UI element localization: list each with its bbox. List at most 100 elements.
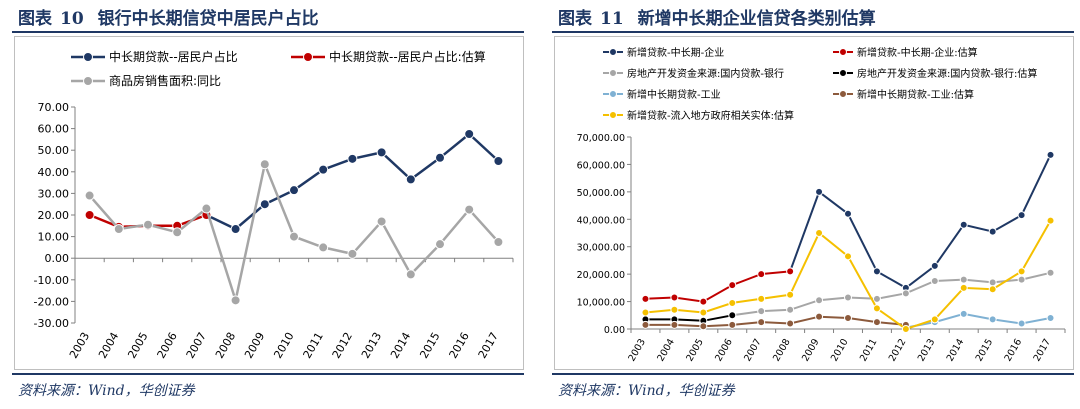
x-tick-label: 2003	[67, 330, 92, 361]
data-point	[376, 147, 387, 158]
legend-label: 新增贷款-中长期-企业	[627, 46, 724, 59]
y-tick-label: 30.00	[38, 187, 70, 200]
legend-marker	[609, 48, 617, 56]
figure-10-title: 图表 10 银行中长期信贷中居民户占比	[18, 4, 319, 29]
data-point	[844, 252, 852, 261]
figure-label: 图表	[18, 9, 52, 29]
x-tick-label: 2007	[742, 337, 764, 363]
y-tick-label: -30.00	[34, 317, 69, 330]
x-tick-label: 2014	[945, 337, 967, 363]
x-tick-label: 2016	[447, 330, 472, 361]
right-figure-panel: 图表 11 新增中长期企业信贷各类别估算 70,000.00 60,000.00 50,…	[540, 0, 1080, 409]
data-point	[959, 309, 968, 318]
x-tick-label: 2017	[1032, 337, 1054, 363]
data-point	[872, 304, 881, 313]
x-tick-label: 2008	[213, 330, 238, 361]
legend-marker	[609, 111, 617, 119]
y-tick-label: 60.00	[38, 123, 70, 136]
y-tick-label: 30,000.00	[577, 243, 625, 254]
x-tick-label: 2010	[271, 330, 296, 361]
y-tick-label: 40.00	[38, 166, 70, 179]
data-point	[143, 219, 153, 230]
legend-label: 新增中长期贷款-工业:估算	[857, 88, 974, 101]
data-point	[641, 320, 650, 329]
legend-marker	[83, 76, 93, 86]
y-tick-label: 0.00	[45, 252, 70, 265]
x-tick-label: 2009	[800, 337, 822, 363]
data-point	[930, 315, 939, 324]
data-point	[435, 239, 445, 250]
data-point	[988, 227, 997, 236]
x-tick-label: 2011	[858, 337, 880, 363]
y-tick-label: 70.00	[38, 101, 70, 114]
data-point	[405, 174, 416, 185]
series-line	[645, 315, 906, 328]
data-point	[289, 185, 299, 196]
y-tick-label: -10.00	[34, 274, 69, 287]
legend-label: 商品房销售面积:同比	[109, 73, 221, 88]
y-tick-label: 70,000.00	[577, 133, 625, 144]
y-tick-label: 10,000.00	[577, 298, 625, 309]
data-point	[872, 294, 881, 303]
figure-title-text: 银行中长期信贷中居民户占比	[97, 9, 319, 29]
data-point	[464, 204, 475, 215]
legend-label: 房地产开发资金来源:国内贷款-银行	[627, 67, 784, 80]
x-tick-label: 2009	[242, 330, 267, 361]
data-point	[84, 190, 95, 201]
data-point	[815, 312, 824, 321]
data-point	[1046, 268, 1055, 277]
series-line	[645, 270, 791, 303]
data-point	[815, 229, 824, 237]
data-point	[405, 269, 416, 280]
data-point	[988, 315, 997, 324]
data-point	[728, 298, 737, 307]
data-point	[464, 129, 475, 139]
data-point	[1046, 216, 1055, 225]
data-point	[493, 156, 504, 166]
data-point	[699, 322, 708, 331]
data-point	[959, 275, 968, 284]
data-point	[493, 237, 504, 247]
figure-title-text: 新增中长期企业信贷各类别估算	[637, 9, 876, 29]
legend-label: 新增贷款-中长期-企业:估算	[857, 46, 978, 59]
figure-label: 图表	[558, 9, 592, 29]
data-point	[728, 320, 737, 329]
data-point	[844, 293, 852, 302]
x-tick-label: 2012	[887, 337, 909, 363]
figure-11-title: 图表 11 新增中长期企业信贷各类别估算	[558, 4, 876, 29]
legend-label: 房地产开发资金来源:国内贷款-银行:估算	[857, 67, 1037, 80]
chart-frame: 70,000.00 60,000.00 50,000.00 40,000.00 30,0…	[554, 36, 1074, 370]
left-figure-panel: 图表 10 银行中长期信贷中居民户占比 70.00 60.00 50.00 40.00 30…	[0, 0, 530, 409]
legend-label: 新增贷款-流入地方政府相关实体:估算	[627, 109, 794, 122]
source-note: 资料来源：Wind，华创证券	[558, 383, 735, 399]
data-point	[786, 319, 795, 328]
series-line	[732, 271, 1051, 317]
legend-marker	[609, 69, 617, 77]
x-tick-label: 2012	[330, 330, 355, 361]
bottom-rule	[552, 373, 1074, 375]
data-point	[815, 187, 824, 196]
y-tick-label: 20.00	[38, 209, 70, 222]
data-point	[230, 224, 241, 235]
legend-marker	[839, 48, 847, 56]
data-point	[1046, 314, 1055, 323]
title-rule	[12, 31, 524, 33]
data-point	[318, 164, 329, 175]
data-point	[959, 220, 968, 229]
data-point	[289, 231, 299, 242]
chart-corporate-credit: 70,000.00 60,000.00 50,000.00 40,000.00 30,0…	[577, 46, 1066, 363]
legend-marker	[839, 69, 847, 77]
data-point	[1017, 319, 1026, 328]
data-point	[757, 294, 766, 303]
series-line	[905, 312, 1051, 329]
y-tick-label: -20.00	[34, 295, 69, 308]
x-tick-label: 2010	[829, 337, 851, 363]
x-tick-label: 2007	[184, 330, 209, 361]
y-tick-label: 60,000.00	[577, 160, 625, 171]
legend-marker	[303, 52, 313, 62]
figure-number: 11	[600, 9, 624, 29]
series-line	[645, 314, 733, 322]
data-point	[318, 242, 329, 253]
data-point	[901, 325, 910, 333]
data-point	[1017, 267, 1026, 276]
